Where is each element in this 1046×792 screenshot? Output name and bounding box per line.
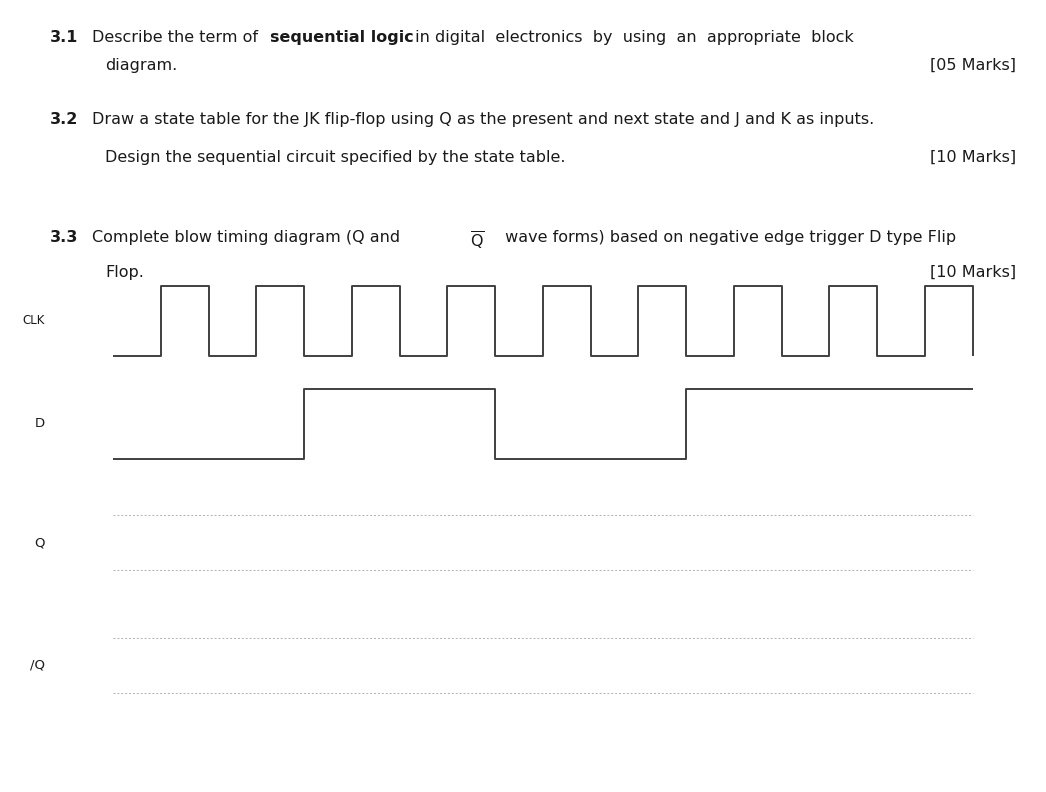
Text: Describe the term of: Describe the term of [92, 30, 264, 45]
Text: Complete blow timing diagram (Q and: Complete blow timing diagram (Q and [92, 230, 405, 245]
Text: [05 Marks]: [05 Marks] [930, 58, 1016, 73]
Text: Draw a state table for the JK flip-flop using Q as the present and next state an: Draw a state table for the JK flip-flop … [92, 112, 874, 127]
Text: Design the sequential circuit specified by the state table.: Design the sequential circuit specified … [105, 150, 566, 165]
Text: wave forms) based on negative edge trigger D type Flip: wave forms) based on negative edge trigg… [500, 230, 956, 245]
Text: D: D [35, 417, 45, 430]
Text: in digital  electronics  by  using  an  appropriate  block: in digital electronics by using an appro… [410, 30, 854, 45]
Text: Flop.: Flop. [105, 265, 144, 280]
Text: Q: Q [35, 536, 45, 549]
Text: sequential logic: sequential logic [270, 30, 414, 45]
Text: diagram.: diagram. [105, 58, 177, 73]
Text: 3.2: 3.2 [50, 112, 78, 127]
Text: [10 Marks]: [10 Marks] [930, 150, 1016, 165]
Text: 3.1: 3.1 [50, 30, 78, 45]
Text: $\overline{\mathrm{Q}}$: $\overline{\mathrm{Q}}$ [470, 230, 484, 252]
Text: CLK: CLK [23, 314, 45, 327]
Text: [10 Marks]: [10 Marks] [930, 265, 1016, 280]
Text: 3.3: 3.3 [50, 230, 78, 245]
Text: /Q: /Q [30, 659, 45, 672]
